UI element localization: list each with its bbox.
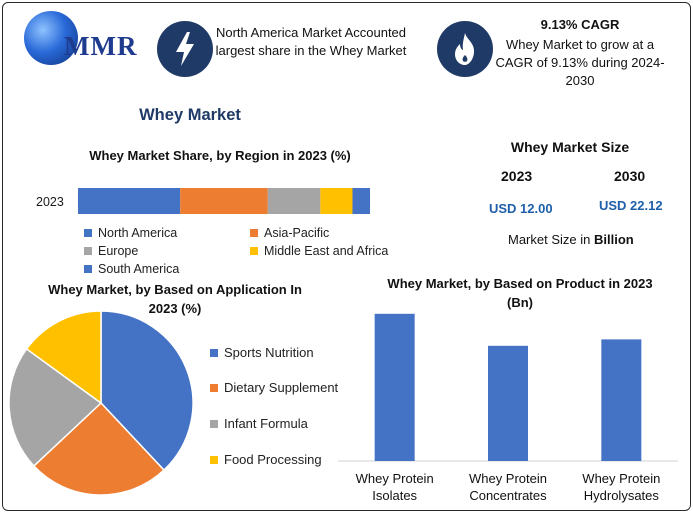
legend-swatch [210,383,218,392]
pie-slice-dietary-supplement [32,401,166,496]
market-size-note: Market Size in Billion [508,232,634,247]
legend-label: Food Processing [224,452,322,467]
lightning-icon [157,21,213,77]
application-chart-title: Whey Market, by Based on Application In … [48,282,302,316]
product-bar-whey-protein-isolates [374,313,415,461]
market-size-year-2030: 2030 [614,168,646,184]
region-bar-segment-north-america [78,188,181,214]
application-legend-item-sports-nutrition: Sports Nutrition [210,345,314,360]
product-chart-title: Whey Market, by Based on Product in 2023… [387,276,653,310]
region-stacked-bar [78,188,370,214]
legend-label: Asia-Pacific [264,226,330,240]
cagr-title: 9.13% CAGR [540,17,620,32]
application-legend-item-food-processing: Food Processing [210,452,322,467]
region-legend-item-north-america: North America [84,226,177,240]
globe-logo-icon [24,11,78,65]
market-size-unit: Billion [593,232,634,247]
legend-swatch [250,247,258,255]
page-title: Whey Market [139,106,241,124]
legend-swatch [210,348,218,357]
region-bar-segment-middle-east-and-africa [320,188,353,214]
legend-label: Europe [98,244,139,258]
pie-slice-infant-formula [8,347,103,468]
market-size-value-2030: USD 22.12 [599,198,663,213]
application-legend-item-infant-formula: Infant Formula [210,416,308,431]
legend-swatch [84,265,92,273]
pie-slice-food-processing [25,310,102,405]
cagr-text: Whey Market to grow at a CAGR of 9.13% d… [495,37,665,88]
market-size-year-2023: 2023 [501,168,533,184]
region-legend-item-middle-east-and-africa: Middle East and Africa [250,244,388,258]
region-legend-item-asia-pacific: Asia-Pacific [250,226,329,240]
tick-label-line: Whey Protein [355,471,434,486]
region-bar-category-label: 2023 [36,195,64,209]
legend-label: Infant Formula [224,416,308,431]
application-legend-item-dietary-supplement: Dietary Supplement [210,380,338,395]
product-bar-whey-protein-hydrolysates [601,339,642,461]
legend-label: Middle East and Africa [264,244,389,258]
region-bar-segment-europe [267,188,321,214]
pie-slice-sports-nutrition [100,310,194,472]
legend-swatch [210,419,218,428]
product-bar-whey-protein-concentrates [488,345,528,461]
application-pie-chart [8,310,194,496]
legend-swatch [84,247,92,255]
tick-label-line: Whey Protein [468,471,548,486]
market-size-note-prefix: Market Size in [508,232,594,247]
region-bar-segment-south-america [352,188,370,214]
product-tick-label-whey-protein-concentrates: Whey Protein Concentrates [451,470,564,504]
legend-swatch [210,455,218,464]
region-legend-item-south-america: South America [84,262,179,276]
product-tick-label-whey-protein-isolates: Whey Protein Isolates [338,470,451,504]
tick-label-line: Isolates [372,488,418,503]
legend-swatch [250,229,258,237]
market-size-title: Whey Market Size [510,139,630,155]
legend-label: Sports Nutrition [224,345,314,360]
region-bar-segment-asia-pacific [180,188,268,214]
region-legend-item-europe: Europe [84,244,138,258]
product-tick-label-whey-protein-hydrolysates: Whey Protein Hydrolysates [565,470,678,504]
brand-logo-text: MMR [64,31,138,61]
tick-label-line: Concentrates [469,488,547,503]
tick-label-line: Hydrolysates [583,488,659,503]
market-size-value-2023: USD 12.00 [489,201,553,216]
legend-label: North America [98,226,178,240]
legend-swatch [84,229,92,237]
flame-icon [437,21,493,77]
highlight-north-america: North America Market Accounted largest s… [215,25,407,58]
legend-label: Dietary Supplement [224,380,339,395]
tick-label-line: Whey Protein [582,471,661,486]
region-chart-title: Whey Market Share, by Region in 2023 (%) [89,148,351,163]
product-bar-chart [338,313,678,462]
legend-label: South America [98,262,180,276]
